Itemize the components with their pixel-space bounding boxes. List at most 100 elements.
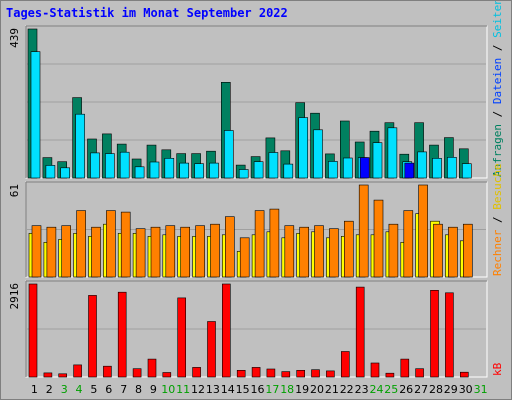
- bar-dateien-day-13: [209, 162, 219, 179]
- x-tick-label: 11: [176, 383, 190, 396]
- x-tick-label: 23: [355, 383, 369, 396]
- bar-dateien-day-14: [224, 130, 234, 179]
- bar-rechner-day-12: [195, 225, 205, 278]
- bar-kb-day-12: [192, 367, 201, 378]
- right-label-part: kB: [491, 362, 504, 376]
- bar-dateien-day-19: [298, 117, 309, 179]
- x-tick-label: 4: [76, 383, 83, 396]
- bar-kb-day-30: [459, 371, 469, 378]
- x-tick-label: 14: [221, 383, 235, 396]
- bar-dateien-day-27: [417, 151, 427, 179]
- bar-rechner-day-15: [239, 237, 250, 278]
- bar-dateien-day-4: [75, 113, 85, 179]
- bar-kb-day-9: [147, 358, 157, 378]
- bar-kb-day-24: [370, 362, 380, 378]
- panel-requests: 439: [8, 25, 488, 179]
- bar-rechner-day-13: [210, 223, 220, 278]
- bar-dateien-day-1: [30, 51, 41, 179]
- x-tick-label: 10: [161, 383, 175, 396]
- bar-rechner-day-23: [358, 184, 369, 278]
- bar-dateien-day-28: [432, 158, 442, 179]
- bar-rechner-day-18: [284, 225, 295, 278]
- bar-rechner-day-1: [31, 225, 42, 278]
- bar-kb-day-23: [355, 286, 365, 378]
- bar-seiten-day-23: [359, 157, 370, 179]
- bar-dateien-day-11: [179, 162, 189, 179]
- bar-rechner-day-5: [91, 226, 101, 278]
- bar-rechner-day-16: [254, 210, 265, 278]
- bar-dateien-day-7: [119, 151, 130, 179]
- bar-kb-day-19: [296, 369, 306, 378]
- x-tick-label: 22: [340, 383, 354, 396]
- bar-rechner-day-9: [150, 226, 161, 278]
- right-label-part: Rechner: [491, 229, 504, 276]
- bar-dateien-day-8: [134, 166, 145, 179]
- bar-dateien-day-25: [387, 127, 398, 179]
- x-tick-label: 25: [384, 383, 398, 396]
- right-label-part: Besuche: [491, 163, 504, 209]
- bar-kb-day-13: [207, 321, 216, 378]
- bar-kb-day-26: [400, 358, 410, 378]
- right-label-part: Seiten: [491, 1, 504, 38]
- x-tick-label: 31: [474, 383, 488, 396]
- bar-rechner-day-25: [388, 223, 399, 278]
- bar-rechner-day-30: [462, 223, 473, 278]
- y-max-label: 439: [8, 28, 21, 48]
- x-tick-label: 24: [370, 383, 384, 396]
- y-max-label: 61: [8, 184, 21, 197]
- bar-kb-day-8: [132, 368, 142, 378]
- bar-rechner-day-28: [433, 223, 443, 278]
- right-label-requests: Anfragen / Dateien / Seiten: [491, 1, 504, 177]
- bar-kb-day-21: [326, 370, 335, 378]
- bar-kb-day-17: [266, 368, 276, 378]
- bar-dateien-day-29: [447, 157, 457, 179]
- bar-kb-day-2: [43, 372, 53, 378]
- bar-rechner-day-4: [76, 210, 86, 278]
- bar-dateien-day-24: [372, 142, 383, 179]
- right-label-part: Anfragen: [491, 124, 504, 177]
- bar-dateien-day-5: [90, 152, 100, 179]
- bar-rechner-day-8: [135, 228, 146, 278]
- bar-seiten-day-26: [404, 162, 415, 179]
- right-label-part: /: [491, 210, 504, 230]
- bar-dateien-day-16: [253, 161, 264, 179]
- bar-rechner-day-19: [299, 226, 310, 278]
- right-label-kb: kB: [491, 362, 504, 376]
- right-label-part: /: [491, 38, 504, 58]
- x-tick-label: 5: [90, 383, 97, 396]
- bar-kb-day-11: [177, 297, 186, 378]
- x-tick-label: 3: [61, 383, 68, 396]
- bar-rechner-day-7: [120, 211, 131, 278]
- x-tick-label: 20: [310, 383, 324, 396]
- bar-kb-day-16: [251, 367, 261, 378]
- bar-rechner-day-14: [225, 216, 235, 278]
- bar-dateien-day-17: [268, 152, 279, 179]
- right-label-part: /: [491, 104, 504, 124]
- bar-kb-day-6: [103, 365, 112, 378]
- bar-kb-day-27: [415, 368, 424, 378]
- x-tick-label: 9: [150, 383, 157, 396]
- right-label-visits: Rechner / Besuche: [491, 163, 504, 276]
- bar-kb-day-18: [281, 371, 291, 378]
- bar-dateien-day-6: [105, 153, 115, 179]
- x-tick-label: 7: [120, 383, 127, 396]
- x-tick-label: 28: [429, 383, 443, 396]
- x-tick-label: 21: [325, 383, 339, 396]
- x-tick-label: 8: [135, 383, 142, 396]
- bar-dateien-day-10: [164, 158, 175, 179]
- x-tick-label: 18: [280, 383, 294, 396]
- bar-kb-day-14: [222, 283, 231, 378]
- bar-rechner-day-2: [46, 226, 57, 278]
- bar-rechner-day-20: [314, 225, 324, 278]
- bar-rechner-day-21: [329, 228, 339, 278]
- x-tick-label: 2: [46, 383, 53, 396]
- bar-dateien-day-2: [45, 165, 56, 179]
- bar-rechner-day-22: [343, 220, 354, 278]
- bar-dateien-day-12: [194, 163, 204, 179]
- bar-rechner-day-24: [373, 199, 384, 278]
- bar-dateien-day-21: [328, 161, 338, 179]
- x-tick-label: 19: [295, 383, 309, 396]
- bar-kb-day-29: [445, 292, 454, 378]
- x-tick-label: 6: [105, 383, 112, 396]
